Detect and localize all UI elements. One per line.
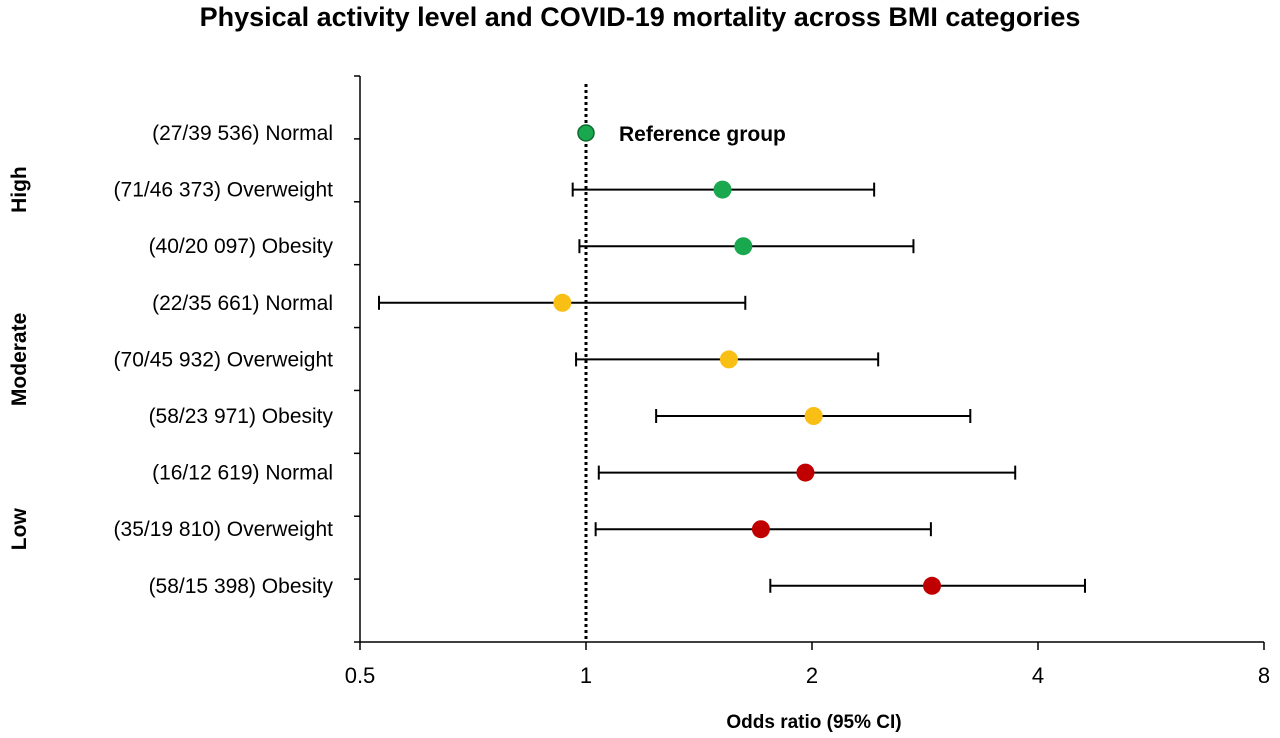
x-tick-label: 1: [580, 663, 592, 688]
x-tick-label: 2: [806, 663, 818, 688]
rows: (27/39 536) Normal Reference group (71/46 …: [114, 122, 1086, 598]
point-estimate: [734, 237, 753, 256]
x-tick-label: 0.5: [345, 663, 376, 688]
axes: 0.5 1 2 4 8: [345, 75, 1270, 688]
row-label: (27/39 536) Normal: [152, 122, 333, 145]
row-label: (58/15 398) Obesity: [149, 575, 334, 598]
point-estimate: [751, 520, 770, 539]
point-estimate: [713, 180, 732, 199]
point-estimate: [577, 124, 595, 142]
point-estimate: [719, 350, 738, 369]
x-axis-title: Odds ratio (95% CI): [726, 712, 901, 733]
row-label: (58/23 971) Obesity: [149, 405, 334, 428]
point-estimate: [804, 407, 823, 425]
row-label: (71/46 373) Overweight: [114, 179, 334, 202]
chart-title: Physical activity level and COVID-19 mor…: [199, 2, 1081, 32]
point-estimate: [923, 576, 942, 595]
group-label: High: [8, 166, 31, 213]
reference-label: Reference group: [619, 123, 786, 146]
group-labels: High Moderate Low: [8, 166, 31, 550]
point-estimate: [796, 463, 815, 482]
row-label: (70/45 932) Overweight: [114, 348, 334, 371]
group-label: Low: [8, 508, 31, 551]
x-tick-label: 4: [1032, 663, 1044, 688]
row-label: (22/35 661) Normal: [152, 292, 333, 315]
row-label: (35/19 810) Overweight: [114, 518, 334, 541]
row-label: (16/12 619) Normal: [152, 462, 333, 485]
row-label: (40/20 097) Obesity: [149, 235, 334, 258]
x-tick-label: 8: [1258, 663, 1270, 688]
group-label: Moderate: [8, 313, 31, 406]
point-estimate: [553, 293, 572, 312]
